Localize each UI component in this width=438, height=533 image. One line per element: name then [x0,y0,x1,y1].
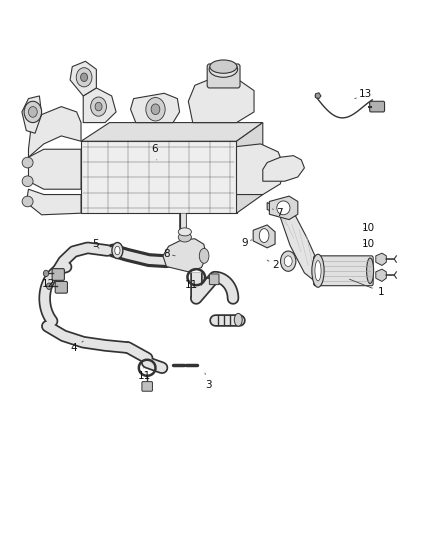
Polygon shape [131,93,180,123]
Polygon shape [81,123,263,141]
Ellipse shape [280,251,296,271]
Text: 10: 10 [361,223,374,233]
Polygon shape [253,225,275,248]
Polygon shape [376,253,386,265]
Circle shape [95,102,102,111]
Circle shape [46,283,52,289]
Polygon shape [26,189,81,215]
Ellipse shape [313,258,321,284]
Text: 3: 3 [205,373,212,390]
Ellipse shape [367,258,374,284]
Circle shape [146,98,165,121]
Polygon shape [28,107,81,157]
Text: 6: 6 [151,144,158,160]
Text: 12: 12 [42,279,55,288]
Ellipse shape [115,246,120,255]
Text: 8: 8 [163,249,175,259]
Polygon shape [163,239,207,272]
Ellipse shape [284,256,292,266]
Ellipse shape [22,176,33,187]
Text: 7: 7 [272,208,283,218]
Polygon shape [70,61,96,96]
FancyBboxPatch shape [81,141,237,213]
Text: 11: 11 [185,280,198,290]
Ellipse shape [277,201,290,215]
FancyBboxPatch shape [207,64,240,88]
FancyBboxPatch shape [314,256,373,286]
Text: 1: 1 [350,279,385,296]
Ellipse shape [178,232,191,242]
Polygon shape [22,96,42,133]
Text: 10: 10 [361,239,374,248]
Polygon shape [237,144,285,195]
Polygon shape [188,77,254,123]
Ellipse shape [209,61,237,77]
Circle shape [81,73,88,82]
Polygon shape [315,93,321,99]
FancyBboxPatch shape [370,101,385,112]
Ellipse shape [178,228,191,236]
Polygon shape [83,88,116,123]
Ellipse shape [199,248,209,263]
Circle shape [28,107,37,117]
Polygon shape [263,156,304,181]
Text: 5: 5 [92,239,99,249]
Circle shape [91,97,106,116]
Text: 11: 11 [138,368,151,381]
Polygon shape [376,269,386,281]
FancyBboxPatch shape [209,274,219,285]
Circle shape [43,270,49,277]
Text: 9: 9 [241,238,252,247]
Ellipse shape [312,254,324,287]
Text: 4: 4 [70,341,83,353]
FancyBboxPatch shape [142,382,152,391]
Ellipse shape [112,243,123,259]
Ellipse shape [234,313,242,326]
FancyBboxPatch shape [55,281,67,293]
Ellipse shape [259,229,269,243]
Ellipse shape [22,196,33,207]
Circle shape [151,104,160,115]
Polygon shape [269,196,298,220]
Polygon shape [267,203,328,281]
Ellipse shape [22,157,33,168]
Text: 2: 2 [267,260,279,270]
Circle shape [24,101,42,123]
Circle shape [76,68,92,87]
Polygon shape [237,123,263,213]
Ellipse shape [315,261,321,281]
FancyBboxPatch shape [52,269,64,280]
Polygon shape [28,149,81,189]
Text: 13: 13 [355,90,372,99]
Ellipse shape [210,60,237,74]
